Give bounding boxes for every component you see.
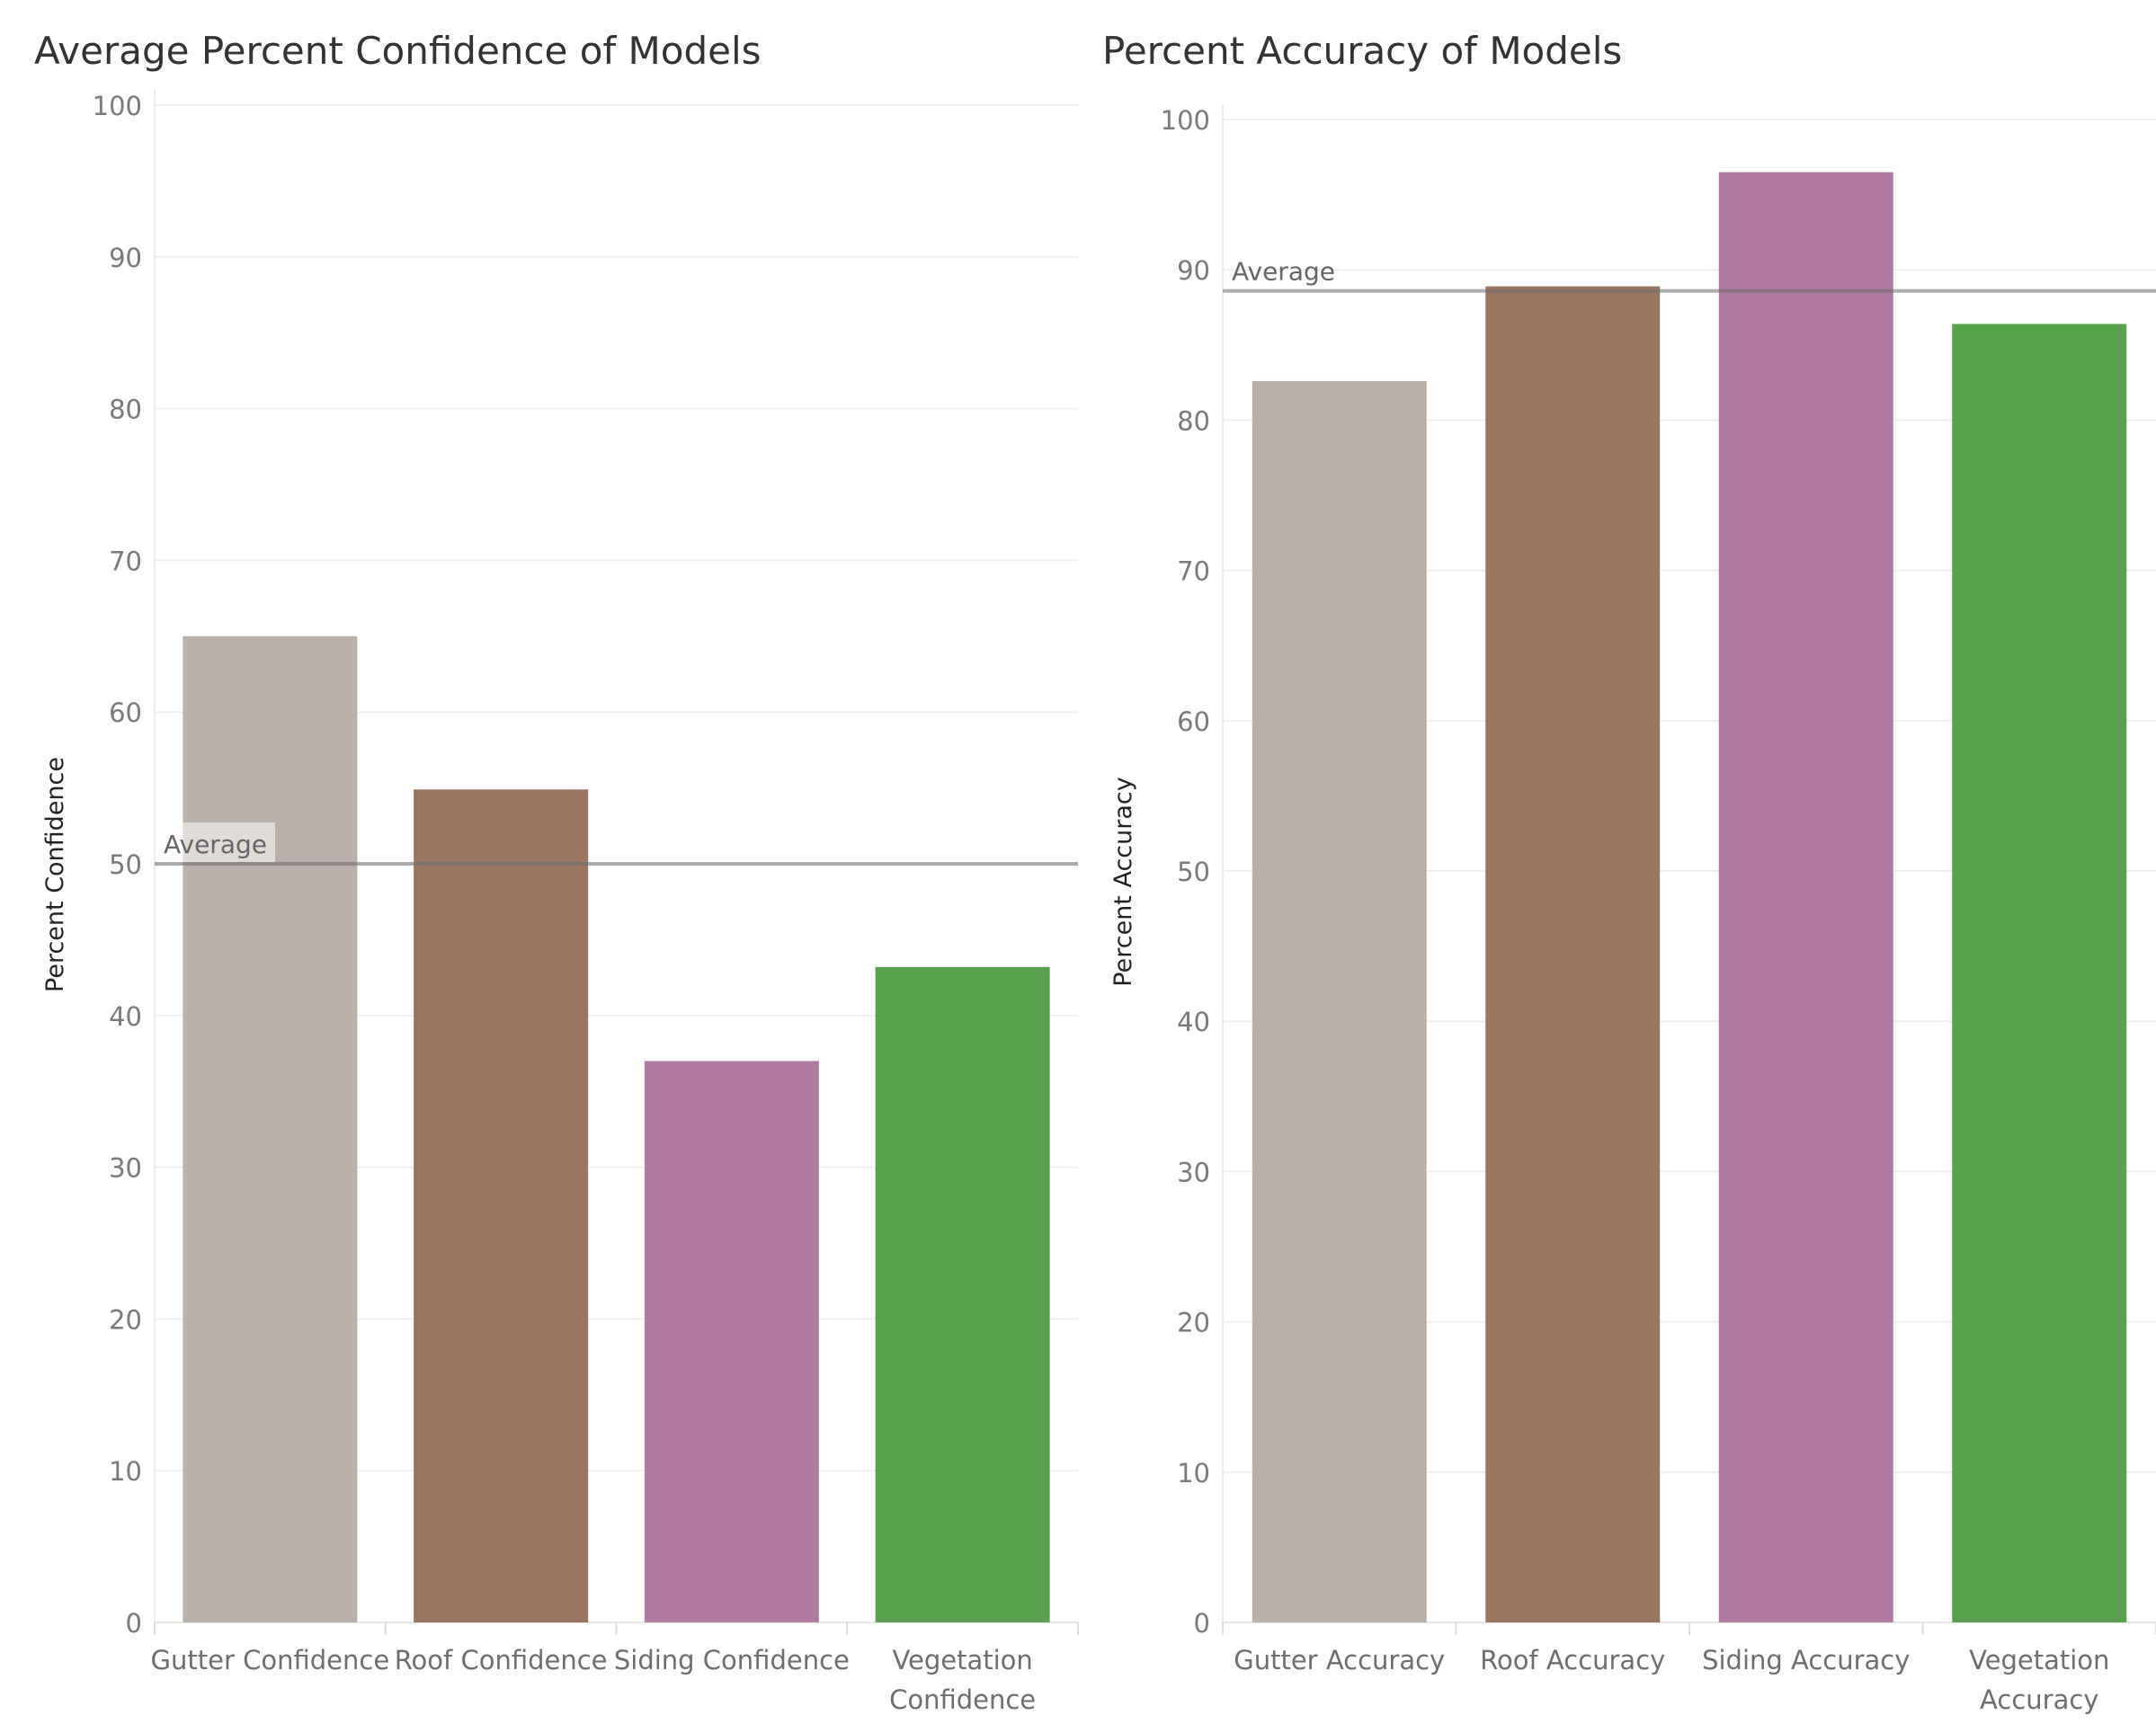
bar <box>183 635 358 1622</box>
y-axis-label: Percent Confidence <box>41 757 69 992</box>
x-category-label: Siding Accuracy <box>1702 1645 1910 1675</box>
average-reference-label: Average <box>164 830 267 859</box>
y-tick-label: 40 <box>1177 1007 1210 1037</box>
chart-title: Percent Accuracy of Models <box>1102 29 1623 73</box>
y-axis-label: Percent Accuracy <box>1109 777 1137 986</box>
bar <box>875 966 1050 1622</box>
y-tick-label: 90 <box>109 243 142 273</box>
bar <box>414 789 589 1622</box>
confidence-chart: 0 10 20 30 40 50 60 70 80 90 100 Percent Confidence… <box>41 89 1079 1715</box>
x-category-label: Roof Confidence <box>395 1645 608 1675</box>
y-tick-label: 50 <box>109 849 142 880</box>
y-tick-label: 50 <box>1177 857 1210 887</box>
x-category-label: Gutter Accuracy <box>1234 1645 1445 1675</box>
y-tick-label: 60 <box>1177 706 1210 737</box>
y-tick-label: 70 <box>109 546 142 576</box>
x-category-label: Vegetation Accuracy <box>1969 1645 2109 1715</box>
bar <box>1252 380 1427 1623</box>
confidence-chart-panel: Average Percent Confidence of Models 0 10… <box>34 29 1079 1715</box>
y-tick-label: 20 <box>1177 1308 1210 1338</box>
reference-label-background <box>158 822 275 862</box>
bar <box>1718 172 1893 1622</box>
y-tick-label: 90 <box>1177 255 1210 286</box>
bar <box>1952 324 2127 1623</box>
y-tick-label: 70 <box>1177 556 1210 587</box>
y-tick-label: 100 <box>1161 105 1210 136</box>
bar <box>1485 286 1661 1622</box>
y-tick-label: 30 <box>1177 1157 1210 1187</box>
average-reference-label: Average <box>1232 257 1335 287</box>
y-tick-label: 0 <box>126 1608 142 1639</box>
y-tick-label: 100 <box>93 91 142 121</box>
accuracy-chart-panel: Percent Accuracy of Models 0 10 20 30 40 50 60… <box>1068 0 2156 1724</box>
y-tick-label: 10 <box>109 1456 142 1487</box>
y-tick-label: 80 <box>1177 405 1210 436</box>
y-tick-label: 20 <box>109 1304 142 1335</box>
y-tick-label: 10 <box>1177 1458 1210 1489</box>
y-tick-label: 30 <box>109 1153 142 1184</box>
y-tick-label: 60 <box>109 698 142 728</box>
x-category-label: Gutter Confidence <box>151 1645 390 1675</box>
chart-title: Average Percent Confidence of Models <box>34 29 762 73</box>
y-tick-label: 80 <box>109 395 142 425</box>
y-tick-label: 40 <box>109 1001 142 1032</box>
x-category-label: Siding Confidence <box>614 1645 850 1675</box>
x-category-label: Vegetation Confidence <box>889 1645 1036 1715</box>
accuracy-chart: 0 10 20 30 40 50 60 70 80 90 100 Percent Accuracy Gu… <box>1109 103 2156 1715</box>
bar <box>644 1061 819 1622</box>
x-category-label: Roof Accuracy <box>1480 1645 1665 1675</box>
y-tick-label: 0 <box>1194 1608 1210 1639</box>
